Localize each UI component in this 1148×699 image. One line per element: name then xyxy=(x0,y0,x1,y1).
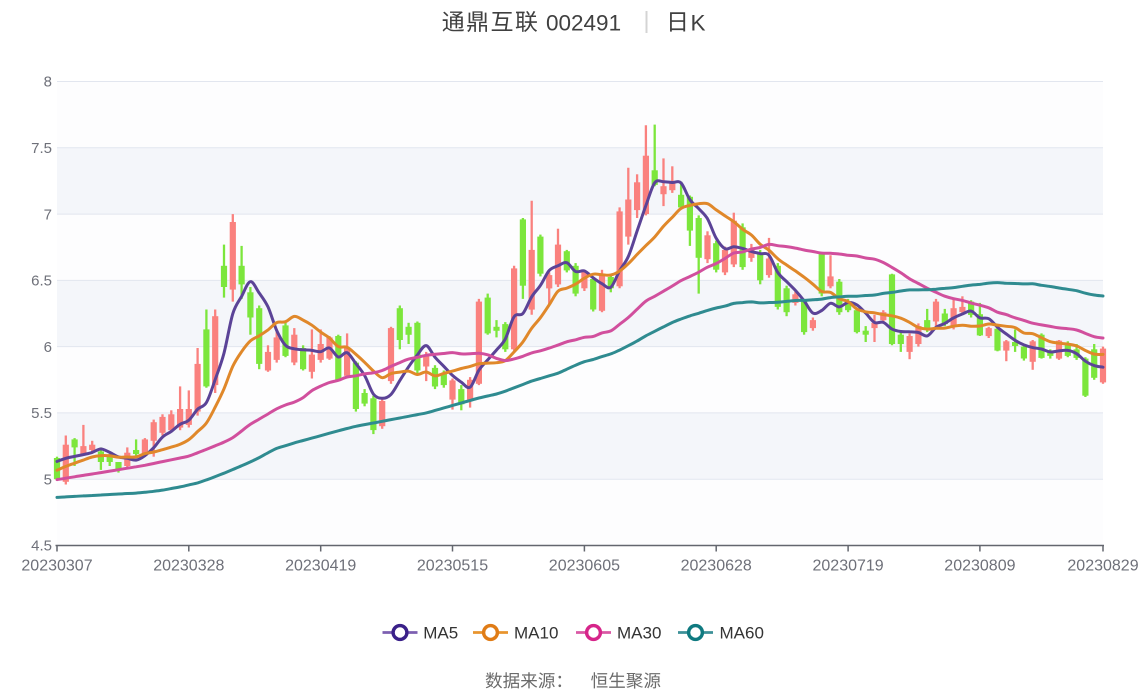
svg-text:20230328: 20230328 xyxy=(153,558,224,575)
svg-text:MA30: MA30 xyxy=(617,624,661,643)
svg-text:5: 5 xyxy=(44,471,52,488)
svg-text:20230829: 20230829 xyxy=(1067,558,1138,575)
svg-text:7.5: 7.5 xyxy=(31,140,52,157)
svg-text:8: 8 xyxy=(44,74,52,91)
svg-text:MA10: MA10 xyxy=(514,624,558,643)
svg-text:002491: 002491 xyxy=(546,10,621,35)
svg-text:5.5: 5.5 xyxy=(31,405,52,422)
svg-text:20230605: 20230605 xyxy=(549,558,620,575)
svg-text:20230628: 20230628 xyxy=(681,558,752,575)
svg-text:MA5: MA5 xyxy=(423,624,458,643)
svg-text:6: 6 xyxy=(44,339,52,356)
svg-text:7: 7 xyxy=(44,206,52,223)
svg-text:20230515: 20230515 xyxy=(417,558,488,575)
svg-text:K: K xyxy=(691,10,706,35)
svg-text:20230809: 20230809 xyxy=(944,558,1015,575)
svg-text:4.5: 4.5 xyxy=(31,538,52,555)
svg-text:20230419: 20230419 xyxy=(285,558,356,575)
svg-text:20230719: 20230719 xyxy=(813,558,884,575)
svg-text:6.5: 6.5 xyxy=(31,273,52,290)
svg-text:20230307: 20230307 xyxy=(21,558,92,575)
svg-text:MA60: MA60 xyxy=(720,624,764,643)
